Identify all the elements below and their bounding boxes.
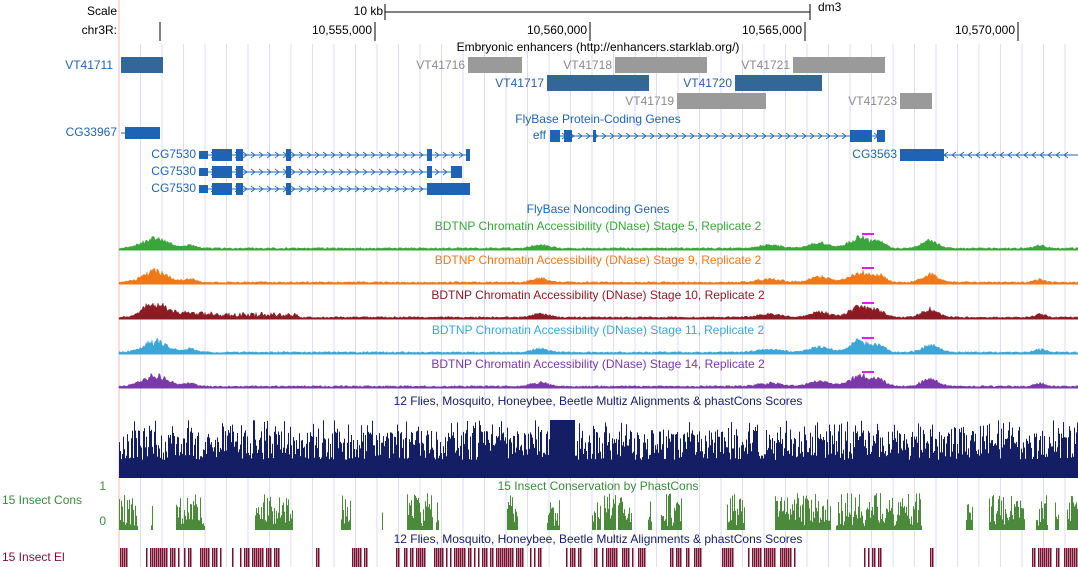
gene-exon bbox=[199, 168, 208, 176]
enhancer-feature bbox=[735, 75, 822, 91]
signal-clip bbox=[862, 371, 874, 373]
enhancer-label: VT41721 bbox=[741, 58, 790, 72]
signal-wiggle bbox=[118, 372, 1078, 389]
alignment-bars bbox=[119, 420, 1078, 478]
signal-wiggle bbox=[118, 267, 1078, 285]
track-title: Embryonic enhancers (http://enhancers.st… bbox=[457, 40, 740, 54]
track-title: 12 Flies, Mosquito, Honeybee, Beetle Mul… bbox=[394, 394, 803, 408]
gene-exon bbox=[427, 149, 432, 161]
signal-wiggle bbox=[118, 302, 1078, 320]
gene-exon bbox=[286, 166, 291, 178]
ruler-tick-label: 10,560,000 bbox=[527, 23, 587, 37]
gene-label: CG7530 bbox=[151, 164, 196, 178]
grid bbox=[140, 44, 1066, 567]
track-title: FlyBase Protein-Coding Genes bbox=[515, 112, 680, 126]
enhancer-feature bbox=[547, 75, 649, 91]
gene-exon bbox=[593, 130, 596, 142]
track-title: BDTNP Chromatin Accessibility (DNase) St… bbox=[432, 323, 765, 337]
gene-label: CG7530 bbox=[151, 181, 196, 195]
signal-clip bbox=[862, 337, 874, 339]
gene-exon bbox=[212, 166, 232, 178]
gene-exon bbox=[550, 130, 560, 142]
enhancer-label: VT41719 bbox=[625, 94, 674, 108]
signal-clip bbox=[862, 302, 874, 304]
track-title: FlyBase Noncoding Genes bbox=[527, 202, 670, 216]
gene-label: eff bbox=[533, 128, 547, 142]
gene-exon bbox=[564, 130, 572, 142]
gene-exon bbox=[877, 130, 885, 142]
side-label: 15 Insect El bbox=[2, 550, 65, 564]
assembly: dm3 bbox=[818, 0, 842, 14]
chrom-label: chr3R: bbox=[82, 23, 117, 37]
axis-label: 0 bbox=[99, 514, 106, 528]
enhancer-feature bbox=[793, 57, 885, 73]
scale-label: Scale bbox=[87, 4, 117, 18]
ruler-tick-label: 10,565,000 bbox=[742, 23, 802, 37]
enhancer-feature bbox=[468, 57, 522, 73]
side-label: 15 Insect Cons bbox=[2, 493, 82, 507]
enhancer-label: VT41717 bbox=[495, 76, 544, 90]
enhancer-feature bbox=[615, 57, 707, 73]
enhancer-label: VT41716 bbox=[416, 58, 465, 72]
enhancer-label: VT41711 bbox=[65, 58, 113, 72]
gene-exon bbox=[236, 166, 243, 178]
gene-exon bbox=[451, 166, 462, 178]
gene-label: CG33967 bbox=[66, 125, 118, 139]
enhancer-label: VT41718 bbox=[563, 58, 612, 72]
conserved-elements bbox=[120, 548, 1078, 567]
gene-exon bbox=[212, 183, 232, 195]
gene-exon bbox=[212, 149, 232, 161]
gene-exon bbox=[199, 151, 208, 159]
gene-exon bbox=[286, 149, 291, 161]
gene-exon bbox=[427, 183, 470, 195]
enhancer-label: VT41720 bbox=[683, 76, 732, 90]
conservation-bars bbox=[119, 493, 1078, 530]
gene-exon bbox=[236, 149, 243, 161]
gene-exon bbox=[199, 185, 208, 193]
enhancer-feature bbox=[121, 57, 163, 73]
gene-exon bbox=[125, 127, 160, 139]
gene-exon bbox=[850, 130, 872, 142]
gene-exon bbox=[236, 183, 243, 195]
enhancer-feature bbox=[900, 93, 932, 109]
ruler-tick-label: 10,555,000 bbox=[312, 23, 372, 37]
ruler-tick-label: 10,570,000 bbox=[955, 23, 1015, 37]
track-title: BDTNP Chromatin Accessibility (DNase) St… bbox=[435, 253, 762, 267]
gene-exon bbox=[925, 149, 944, 161]
scale-text: 10 kb bbox=[354, 4, 384, 18]
signal-clip bbox=[862, 233, 874, 235]
gene-label: CG3563 bbox=[852, 147, 897, 161]
track-title: 12 Flies, Mosquito, Honeybee, Beetle Mul… bbox=[394, 532, 803, 546]
track-title: 15 Insect Conservation by PhastCons bbox=[498, 479, 699, 493]
track-title: BDTNP Chromatin Accessibility (DNase) St… bbox=[431, 357, 765, 371]
gene-exon bbox=[466, 149, 470, 161]
track-title: BDTNP Chromatin Accessibility (DNase) St… bbox=[435, 219, 762, 233]
track-title: BDTNP Chromatin Accessibility (DNase) St… bbox=[431, 288, 765, 302]
signal-wiggle bbox=[118, 337, 1078, 355]
gene-exon bbox=[900, 149, 925, 161]
signal-clip bbox=[862, 267, 874, 269]
gene-exon bbox=[427, 166, 432, 178]
enhancer-feature bbox=[677, 93, 766, 109]
gene-label: CG7530 bbox=[151, 147, 196, 161]
enhancer-label: VT41723 bbox=[848, 94, 897, 108]
signal-wiggle bbox=[118, 234, 1078, 251]
gene-exon bbox=[286, 183, 291, 195]
axis-label: 1 bbox=[99, 479, 106, 493]
